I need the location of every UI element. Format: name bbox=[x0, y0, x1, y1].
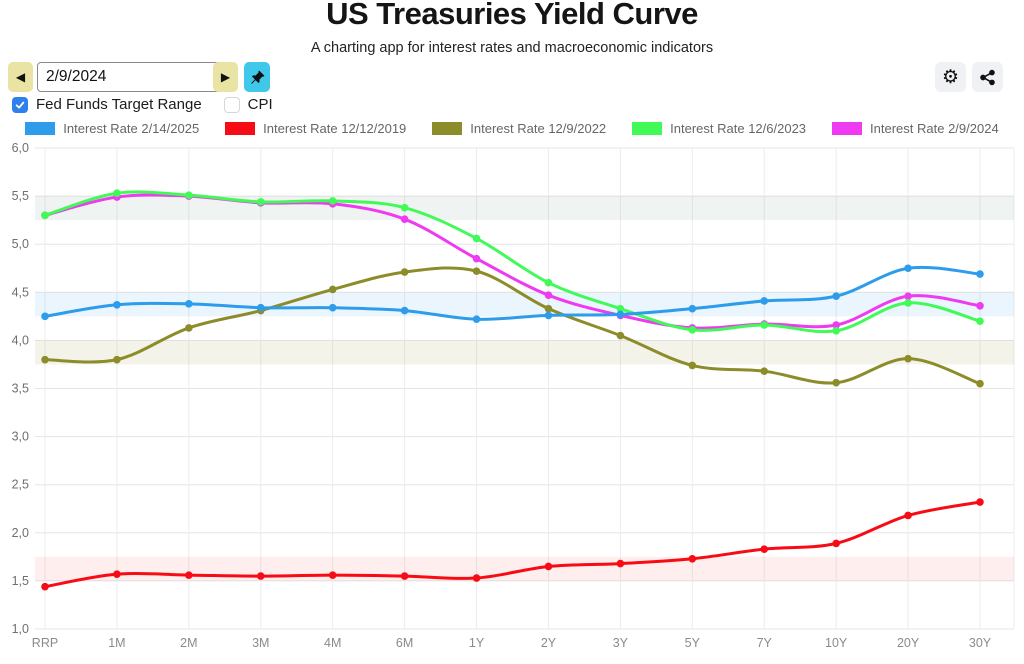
settings-button[interactable]: ⚙ bbox=[935, 62, 966, 92]
gear-icon: ⚙ bbox=[941, 66, 960, 88]
page-subtitle: A charting app for interest rates and ma… bbox=[310, 40, 714, 56]
legend-swatch bbox=[25, 122, 56, 135]
svg-text:3,5: 3,5 bbox=[12, 382, 29, 396]
svg-text:5Y: 5Y bbox=[685, 636, 701, 650]
date-input[interactable] bbox=[37, 62, 225, 92]
svg-text:3M: 3M bbox=[252, 636, 269, 650]
svg-text:20Y: 20Y bbox=[897, 636, 920, 650]
svg-text:6M: 6M bbox=[396, 636, 413, 650]
legend-label: Interest Rate 2/14/2025 bbox=[63, 121, 200, 136]
pushpin-icon bbox=[250, 70, 264, 84]
fed-funds-label: Fed Funds Target Range bbox=[36, 96, 202, 113]
legend-item[interactable]: Interest Rate 12/12/2019 bbox=[225, 121, 406, 136]
legend-label: Interest Rate 2/9/2024 bbox=[870, 121, 999, 136]
svg-text:4,0: 4,0 bbox=[12, 333, 29, 347]
svg-text:10Y: 10Y bbox=[825, 636, 848, 650]
svg-text:RRP: RRP bbox=[32, 636, 58, 650]
prev-date-button[interactable]: ◀ bbox=[8, 62, 33, 92]
legend-label: Interest Rate 12/9/2022 bbox=[470, 121, 607, 136]
legend-label: Interest Rate 12/12/2019 bbox=[263, 121, 407, 136]
page-title: US Treasuries Yield Curve bbox=[326, 0, 698, 31]
svg-text:3,0: 3,0 bbox=[12, 430, 29, 444]
legend-item[interactable]: Interest Rate 2/14/2025 bbox=[25, 121, 199, 136]
legend-swatch bbox=[632, 122, 663, 135]
svg-text:5,5: 5,5 bbox=[12, 189, 29, 203]
svg-text:2,5: 2,5 bbox=[12, 478, 29, 492]
svg-text:1Y: 1Y bbox=[469, 636, 485, 650]
svg-text:1,5: 1,5 bbox=[12, 574, 29, 588]
chart-legend: Interest Rate 2/14/2025 Interest Rate 12/… bbox=[0, 121, 1024, 136]
legend-item[interactable]: Interest Rate 12/9/2022 bbox=[432, 121, 606, 136]
svg-text:2M: 2M bbox=[180, 636, 197, 650]
svg-text:1,0: 1,0 bbox=[12, 622, 29, 636]
svg-text:7Y: 7Y bbox=[757, 636, 773, 650]
svg-text:4,5: 4,5 bbox=[12, 285, 29, 299]
legend-item[interactable]: Interest Rate 2/9/2024 bbox=[832, 121, 999, 136]
checkmark-icon bbox=[15, 101, 25, 109]
legend-label: Interest Rate 12/6/2023 bbox=[670, 121, 807, 136]
legend-swatch bbox=[225, 122, 256, 135]
share-icon bbox=[980, 69, 995, 85]
svg-text:5,0: 5,0 bbox=[12, 237, 29, 251]
svg-text:3Y: 3Y bbox=[613, 636, 629, 650]
svg-text:30Y: 30Y bbox=[969, 636, 992, 650]
legend-swatch bbox=[432, 122, 463, 135]
svg-text:6,0: 6,0 bbox=[12, 141, 29, 155]
filter-row: Fed Funds Target Range CPI bbox=[12, 96, 287, 113]
share-button[interactable] bbox=[972, 62, 1003, 92]
pin-chart-button[interactable] bbox=[244, 62, 270, 92]
fed-funds-checkbox[interactable] bbox=[12, 96, 28, 113]
svg-text:4M: 4M bbox=[324, 636, 341, 650]
legend-swatch bbox=[832, 122, 863, 135]
arrow-left-icon: ◀ bbox=[15, 70, 26, 84]
legend-item[interactable]: Interest Rate 12/6/2023 bbox=[632, 121, 806, 136]
cpi-checkbox[interactable] bbox=[223, 96, 240, 113]
svg-text:2,0: 2,0 bbox=[12, 526, 29, 540]
cpi-label: CPI bbox=[247, 96, 273, 113]
svg-text:1M: 1M bbox=[108, 636, 125, 650]
arrow-right-icon: ▶ bbox=[220, 70, 231, 84]
svg-text:2Y: 2Y bbox=[541, 636, 557, 650]
next-date-button[interactable]: ▶ bbox=[213, 62, 238, 92]
